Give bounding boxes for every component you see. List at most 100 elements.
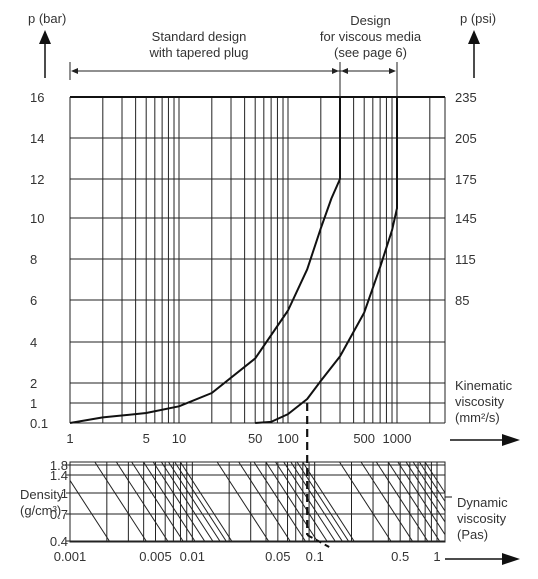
left-tick-label: 14 <box>30 131 44 146</box>
region-standard-label: Standard design <box>152 29 247 44</box>
lower-diagonal <box>283 462 337 542</box>
lower-diagonal <box>94 462 148 542</box>
dyn-axis-title-line: Dynamic <box>457 495 508 510</box>
region-viscous-label: for viscous media <box>320 29 422 44</box>
density-tick-label: 0.4 <box>50 534 68 549</box>
lower-diagonal <box>275 462 328 542</box>
lower-diagonal <box>418 462 445 503</box>
left-axis-arrow-head <box>39 30 51 44</box>
lower-diagonal <box>375 462 429 542</box>
x-tick-label: 5 <box>143 431 150 446</box>
right-axis-title: p (psi) <box>460 11 496 26</box>
left-tick-label: 12 <box>30 172 44 187</box>
lower-grid <box>69 461 538 543</box>
lower-diagonal <box>70 479 111 542</box>
lower-diagonal <box>405 462 445 523</box>
region-standard-label: with tapered plug <box>148 45 248 60</box>
dyn-x-tick-label: 0.05 <box>265 549 290 564</box>
upper-curves <box>69 97 398 424</box>
upper-labels: 16 14 12 10 8 6 4 2 1 0.1 235 205 175 145 115 85 1 5 10 50 1… <box>30 13 513 446</box>
lower-diagonals <box>70 462 538 542</box>
lower-diagonal <box>387 462 441 542</box>
left-tick-label: 8 <box>30 252 37 267</box>
right-tick-label: 85 <box>455 293 469 308</box>
lower-diagonal <box>339 462 392 542</box>
lower-diagonal <box>397 462 445 536</box>
dyn-axis-title-line: (Pas) <box>457 527 488 542</box>
lower-diagonal <box>360 462 414 542</box>
x-tick-label: 100 <box>277 431 299 446</box>
x-tick-label: 1000 <box>383 431 412 446</box>
region-viscous-label: Design <box>350 13 390 28</box>
lower-diagonal <box>528 462 538 542</box>
dyn-x-tick-label: 0.5 <box>391 549 409 564</box>
dyn-x-tick-label: 0.001 <box>54 549 87 564</box>
left-tick-label: 10 <box>30 211 44 226</box>
x-axis-title-line: (mm²/s) <box>455 410 500 425</box>
lower-x-arrow-head <box>502 553 520 565</box>
marker-dashed-diagonal <box>306 534 330 548</box>
lower-labels: 1.81.4 1 0.7 0.4 Density(g/cm³) 0.001 0.005 0.0… <box>20 458 508 564</box>
left-tick-label: 1 <box>30 396 37 411</box>
arrow-left-standard <box>71 68 78 74</box>
lower-diagonal <box>296 462 350 542</box>
lower-diagonal <box>520 462 538 542</box>
lower-diagonal <box>238 462 292 542</box>
left-tick-label: 0.1 <box>30 416 48 431</box>
right-axis-arrow-head <box>468 30 480 44</box>
axis-arrows <box>39 30 520 565</box>
lower-diagonal <box>179 462 233 542</box>
lower-diagonal <box>160 462 214 542</box>
left-tick-label: 6 <box>30 293 37 308</box>
dyn-x-tick-label: 1 <box>433 549 440 564</box>
lower-diagonal <box>302 462 356 542</box>
x-tick-label: 10 <box>172 431 186 446</box>
right-tick-label: 115 <box>455 252 476 267</box>
lower-diagonal <box>511 462 538 542</box>
right-tick-label: 235 <box>455 90 477 105</box>
left-tick-label: 4 <box>30 335 37 350</box>
dyn-x-tick-label: 0.1 <box>306 549 324 564</box>
left-tick-label: 2 <box>30 376 37 391</box>
right-tick-label: 175 <box>455 172 477 187</box>
lower-diagonal <box>152 462 206 542</box>
region-viscous-label: (see page 6) <box>334 45 407 60</box>
lower-diagonal <box>216 462 270 542</box>
left-tick-label: 16 <box>30 90 44 105</box>
arrow-right-standard <box>332 68 340 74</box>
lower-diagonal <box>131 462 185 542</box>
upper-grid <box>69 96 446 424</box>
density-axis-title-line: (g/cm³) <box>20 503 61 518</box>
density-tick-label: 1.8 <box>50 458 68 473</box>
density-axis-title-line: Density <box>20 487 64 502</box>
x-tick-label: 500 <box>353 431 375 446</box>
arrow-left-viscous <box>341 68 349 74</box>
dyn-x-tick-label: 0.01 <box>180 549 205 564</box>
lower-diagonal <box>424 462 445 494</box>
lower-diagonal <box>290 462 344 542</box>
left-axis-title: p (bar) <box>28 11 66 26</box>
dyn-axis-title-line: viscosity <box>457 511 507 526</box>
upper-curve-2 <box>255 97 398 424</box>
x-axis-title-line: viscosity <box>455 394 505 409</box>
lower-diagonal <box>168 462 221 542</box>
right-tick-label: 205 <box>455 131 477 146</box>
x-tick-label: 1 <box>66 431 73 446</box>
upper-x-arrow-head <box>502 434 520 446</box>
right-tick-label: 145 <box>455 211 477 226</box>
marker-line <box>306 403 330 548</box>
density-tick-label: 0.7 <box>50 507 68 522</box>
lower-diagonal <box>265 462 319 542</box>
dyn-x-tick-label: 0.005 <box>139 549 172 564</box>
arrow-right-viscous <box>389 68 396 74</box>
lower-diagonal <box>412 462 445 512</box>
density-tick-label: 1.4 <box>50 468 68 483</box>
lower-diagonal <box>253 462 307 542</box>
x-axis-title-line: Kinematic <box>455 378 513 393</box>
upper-curve-1 <box>69 97 341 424</box>
density-tick-label: 1 <box>61 486 68 501</box>
lower-diagonal <box>174 462 228 542</box>
lower-diagonal <box>143 462 196 542</box>
